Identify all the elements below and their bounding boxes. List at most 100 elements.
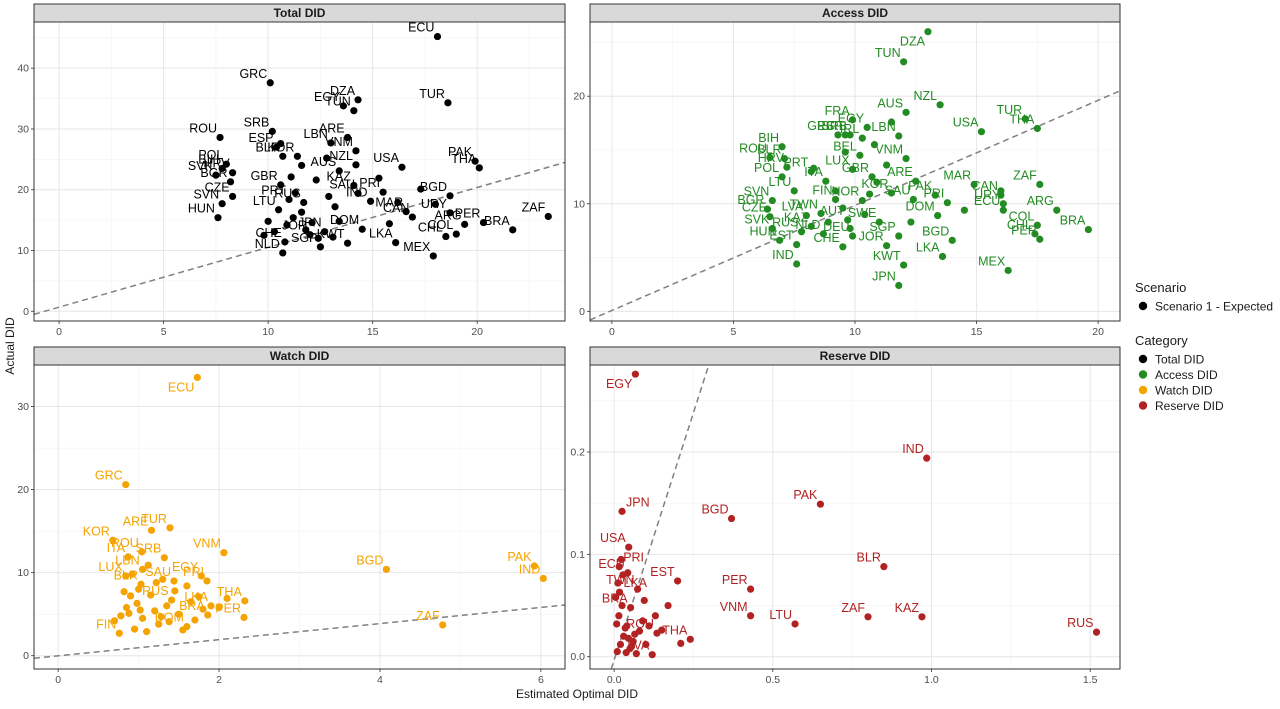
point-nzl bbox=[352, 161, 360, 169]
point-kor bbox=[887, 189, 896, 197]
point-sau bbox=[354, 189, 362, 197]
y-tick-label: 10 bbox=[17, 567, 29, 579]
point bbox=[658, 626, 666, 634]
point-label-mex: MEX bbox=[403, 240, 431, 254]
y-tick-label: 0 bbox=[579, 306, 585, 318]
point bbox=[861, 210, 869, 219]
point-label-jpn: JPN bbox=[626, 495, 650, 509]
point-label-tha: THA bbox=[217, 585, 243, 599]
point-label-nzl: NZL bbox=[329, 149, 353, 163]
point-label-egy: EGY bbox=[606, 377, 633, 391]
point-bgr bbox=[763, 205, 772, 213]
point-cze bbox=[229, 192, 237, 201]
point-label-tha: THA bbox=[662, 623, 688, 637]
point bbox=[632, 650, 640, 658]
point-label-svn: SVN bbox=[744, 185, 770, 199]
point-label-chl: CHL bbox=[418, 221, 443, 235]
point-label-arg: ARG bbox=[435, 208, 462, 222]
point bbox=[163, 602, 171, 610]
point-label-hrv: HRV bbox=[758, 151, 785, 165]
point-zaf bbox=[544, 212, 552, 221]
point-irl bbox=[858, 134, 866, 142]
y-tick-label: 10 bbox=[573, 198, 585, 210]
point bbox=[122, 603, 131, 612]
point bbox=[223, 594, 231, 602]
point-label-svk: SVK bbox=[188, 159, 214, 173]
point-rus bbox=[167, 596, 176, 604]
panel-title: Reserve DID bbox=[820, 349, 891, 363]
point bbox=[614, 579, 622, 587]
point-label-hrv: HRV bbox=[203, 157, 230, 171]
x-tick-label: 2 bbox=[216, 674, 222, 686]
point bbox=[171, 587, 179, 595]
point-prt bbox=[285, 195, 293, 204]
point-label-nor: NOR bbox=[832, 185, 860, 199]
point-rou bbox=[766, 153, 774, 162]
point bbox=[642, 640, 650, 649]
point-label-lbn: LBN bbox=[115, 553, 139, 567]
point bbox=[824, 218, 832, 226]
point-vnm bbox=[220, 549, 228, 557]
point bbox=[431, 200, 439, 208]
point bbox=[873, 178, 881, 186]
point-label-jor: JOR bbox=[859, 230, 884, 244]
point-pak bbox=[931, 191, 939, 199]
point-tun bbox=[900, 58, 908, 66]
x-tick-label: 5 bbox=[731, 326, 737, 338]
point bbox=[155, 620, 163, 628]
point bbox=[264, 217, 272, 225]
point bbox=[331, 203, 339, 211]
point bbox=[394, 198, 402, 207]
point-label-pak: PAK bbox=[448, 145, 473, 159]
point-bra bbox=[509, 226, 517, 234]
point-sau bbox=[170, 577, 178, 585]
point-kaz bbox=[918, 613, 926, 621]
point-label-dza: DZA bbox=[900, 35, 926, 49]
point-label-bra: BRA bbox=[179, 599, 205, 613]
point-label-rus: RUS bbox=[772, 216, 798, 230]
point bbox=[960, 206, 969, 214]
point-arg bbox=[1053, 206, 1061, 214]
point-label-sau: SAU bbox=[329, 177, 355, 191]
point-label-aus: AUS bbox=[311, 155, 337, 169]
point bbox=[165, 618, 173, 626]
point bbox=[613, 647, 621, 656]
point-jpn bbox=[320, 228, 329, 236]
point-label-mar: MAR bbox=[943, 168, 971, 182]
point-label-usa: USA bbox=[373, 151, 399, 165]
point-twn bbox=[634, 585, 642, 593]
point bbox=[134, 585, 143, 593]
point-jpn bbox=[895, 281, 903, 290]
point-label-bgd: BGD bbox=[922, 224, 949, 238]
point-label-ltu: LTU bbox=[253, 194, 276, 208]
point-col bbox=[452, 230, 460, 238]
point bbox=[314, 234, 322, 242]
x-tick-label: 1.0 bbox=[924, 674, 939, 686]
point-label-esp: ESP bbox=[817, 119, 842, 133]
point-label-bra: BRA bbox=[1060, 214, 1086, 228]
point bbox=[323, 154, 331, 162]
point-label-mex: MEX bbox=[978, 254, 1006, 268]
panel-title: Watch DID bbox=[270, 349, 330, 363]
point-label-grc: GRC bbox=[95, 469, 123, 483]
point-label-kwt: KWT bbox=[317, 227, 345, 241]
point-che bbox=[281, 238, 289, 246]
point-label-ind: IND bbox=[902, 442, 924, 456]
point-dom bbox=[358, 225, 366, 233]
point-tha bbox=[475, 164, 483, 172]
point-zaf bbox=[864, 613, 872, 621]
point-usa bbox=[977, 128, 986, 136]
legend-category-title: Category bbox=[1135, 333, 1188, 348]
point bbox=[887, 118, 896, 126]
point-label-nld: NLD bbox=[255, 237, 280, 251]
point-aut bbox=[844, 216, 852, 224]
point-egy bbox=[339, 102, 348, 110]
panel-border bbox=[33, 364, 566, 670]
point-label-blr: BLR bbox=[255, 140, 279, 154]
point-lka bbox=[392, 239, 400, 247]
point-label-bra: BRA bbox=[602, 592, 628, 606]
point bbox=[616, 640, 625, 649]
point-grc bbox=[122, 481, 130, 489]
